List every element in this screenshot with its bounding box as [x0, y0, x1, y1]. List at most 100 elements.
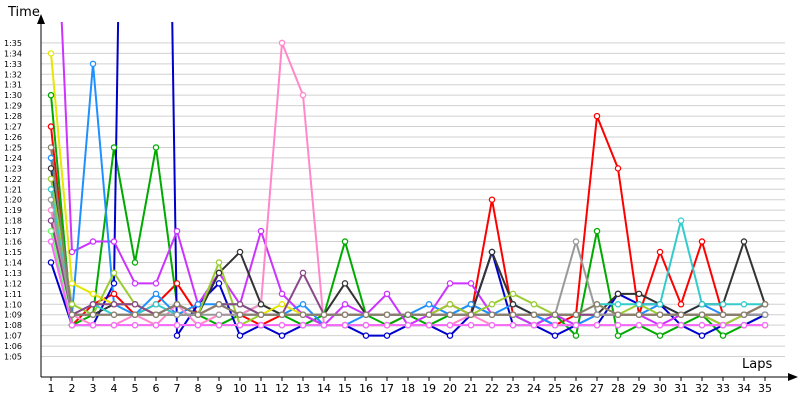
x-tick-label: 19: [422, 382, 436, 395]
data-point: [635, 321, 643, 329]
marker-layer: [47, 39, 769, 339]
data-point: [761, 301, 769, 308]
data-point: [677, 311, 685, 318]
data-point: [152, 311, 160, 318]
data-point: [215, 301, 223, 308]
y-axis-arrow: [37, 14, 45, 24]
data-point: [152, 321, 160, 329]
x-tick-label: 5: [132, 382, 139, 395]
data-point: [719, 301, 727, 308]
data-point: [362, 311, 370, 318]
data-point: [425, 311, 433, 318]
data-point: [47, 206, 55, 214]
data-point: [572, 311, 580, 318]
data-point: [299, 269, 307, 277]
data-point: [194, 301, 202, 308]
data-point: [173, 311, 181, 318]
x-tick-label: 6: [153, 382, 160, 395]
data-point: [194, 321, 202, 329]
data-point: [215, 269, 223, 277]
x-tick-label: 10: [233, 382, 247, 395]
data-point: [89, 290, 97, 298]
data-point: [698, 238, 706, 245]
data-point: [425, 321, 433, 329]
data-point: [635, 301, 643, 308]
y-tick-label: 1:24: [4, 154, 22, 163]
data-point: [68, 311, 76, 318]
x-tick-label: 1: [48, 382, 55, 395]
data-point: [635, 290, 643, 298]
data-point: [719, 332, 727, 339]
data-point: [152, 301, 160, 308]
y-tick-label: 1:32: [4, 70, 22, 79]
data-point: [467, 301, 475, 308]
data-point: [551, 321, 559, 329]
y-tick-label: 1:18: [4, 217, 22, 226]
x-tick-label: 34: [737, 382, 751, 395]
y-tick-label: 1:14: [4, 258, 22, 267]
data-point: [152, 280, 160, 287]
data-point: [131, 280, 139, 287]
data-point: [740, 238, 748, 245]
data-point: [740, 311, 748, 318]
data-point: [89, 238, 97, 245]
data-point: [593, 112, 601, 120]
y-tick-label: 1:12: [4, 279, 22, 288]
data-point: [47, 165, 55, 172]
data-point: [299, 311, 307, 318]
x-tick-label: 32: [695, 382, 709, 395]
y-tick-label: 1:15: [4, 248, 22, 257]
data-point: [341, 238, 349, 245]
data-point: [446, 311, 454, 318]
series-line: [50, 220, 766, 316]
x-tick-label: 27: [590, 382, 604, 395]
data-point: [341, 321, 349, 329]
y-tick-label: 1:19: [4, 206, 22, 215]
y-tick-label: 1:11: [4, 290, 22, 299]
x-tick-label: 14: [317, 382, 331, 395]
data-point: [194, 311, 202, 318]
data-point: [677, 321, 685, 329]
x-tick-label: 13: [296, 382, 310, 395]
data-point: [740, 321, 748, 329]
data-point: [110, 144, 118, 151]
data-point: [47, 238, 55, 245]
data-point: [131, 259, 139, 266]
x-tick-label: 31: [674, 382, 688, 395]
x-tick-label: 9: [216, 382, 223, 395]
x-tick-label: 20: [443, 382, 457, 395]
data-point: [215, 321, 223, 329]
data-point: [698, 301, 706, 308]
data-point: [89, 311, 97, 318]
series-line: [50, 62, 765, 327]
data-point: [656, 321, 664, 329]
data-point: [215, 259, 223, 266]
data-point: [110, 301, 118, 308]
data-point: [278, 321, 286, 329]
data-point: [509, 301, 517, 308]
y-tick-label: 1:28: [4, 112, 22, 121]
data-point: [698, 311, 706, 318]
data-point: [446, 321, 454, 329]
data-point: [278, 332, 286, 339]
data-point: [698, 332, 706, 339]
data-point: [761, 311, 769, 318]
data-point: [299, 321, 307, 329]
y-tick-label: 1:16: [4, 238, 22, 247]
data-point: [551, 332, 559, 339]
y-tick-label: 1:23: [4, 164, 22, 173]
data-point: [551, 311, 559, 318]
x-tick-label: 7: [174, 382, 181, 395]
data-point: [236, 248, 244, 256]
data-point: [236, 321, 244, 329]
x-tick-label: 33: [716, 382, 730, 395]
y-tick-label: 1:29: [4, 102, 22, 111]
data-point: [131, 321, 139, 329]
y-tick-label: 1:35: [4, 39, 22, 48]
data-point: [698, 321, 706, 329]
data-point: [47, 217, 55, 224]
data-point: [257, 227, 265, 235]
data-point: [425, 301, 433, 308]
data-point: [110, 238, 118, 245]
